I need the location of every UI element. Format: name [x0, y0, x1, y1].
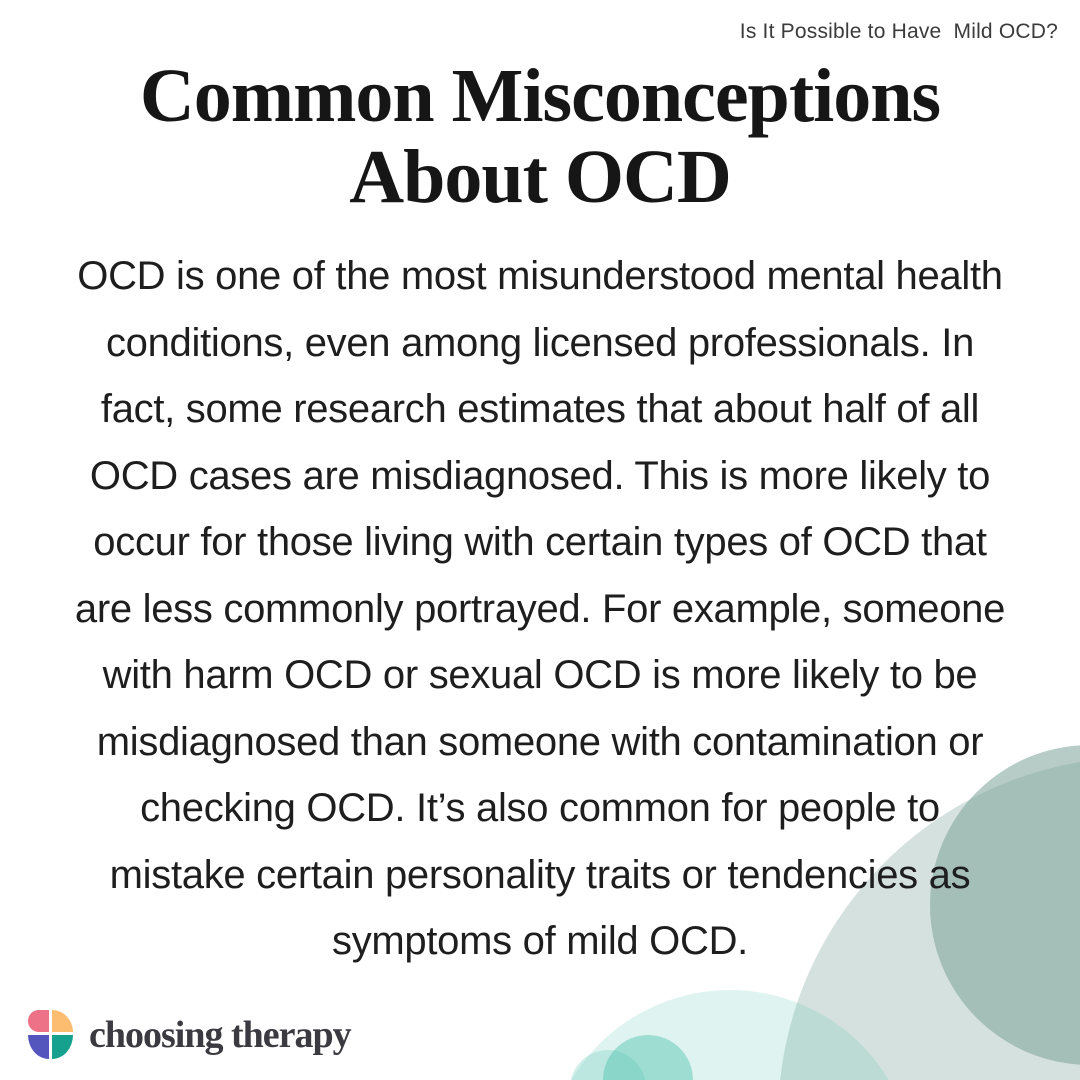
brand-logo: choosing therapy	[28, 1010, 352, 1059]
brand-wordmark: choosing therapy	[89, 1013, 352, 1056]
article-reference-label: Is It Possible to Have Mild OCD?	[739, 20, 1058, 43]
body-line: are less commonly portrayed. For example…	[74, 586, 1006, 631]
body-line: occur for those living with certain type…	[93, 520, 987, 564]
logo-petal-orange-icon	[52, 1010, 73, 1032]
page-title: Common Misconceptions About OCD	[0, 56, 1080, 218]
logo-petal-purple-icon	[28, 1035, 49, 1059]
page-title-line-2: About OCD	[349, 135, 732, 219]
body-line: OCD cases are misdiagnosed. This is more…	[89, 453, 991, 498]
page-title-line-1: Common Misconceptions	[139, 54, 941, 138]
body-line: mistake certain personality traits or te…	[109, 852, 971, 897]
body-line: conditions, even among licensed professi…	[105, 320, 975, 365]
choosing-therapy-flower-icon	[28, 1010, 73, 1059]
body-line: symptoms of mild OCD.	[332, 919, 748, 963]
logo-petal-pink-icon	[28, 1010, 49, 1032]
body-line: misdiagnosed than someone with contamina…	[96, 719, 984, 764]
body-line: OCD is one of the most misunderstood men…	[77, 254, 1003, 298]
body-line: with harm OCD or sexual OCD is more like…	[102, 653, 978, 697]
logo-petal-teal-icon	[52, 1035, 73, 1059]
body-line: checking OCD. It’s also common for peopl…	[140, 786, 940, 830]
body-line: fact, some research estimates that about…	[100, 387, 980, 431]
body-paragraph: OCD is one of the most misunderstood men…	[20, 243, 1060, 975]
